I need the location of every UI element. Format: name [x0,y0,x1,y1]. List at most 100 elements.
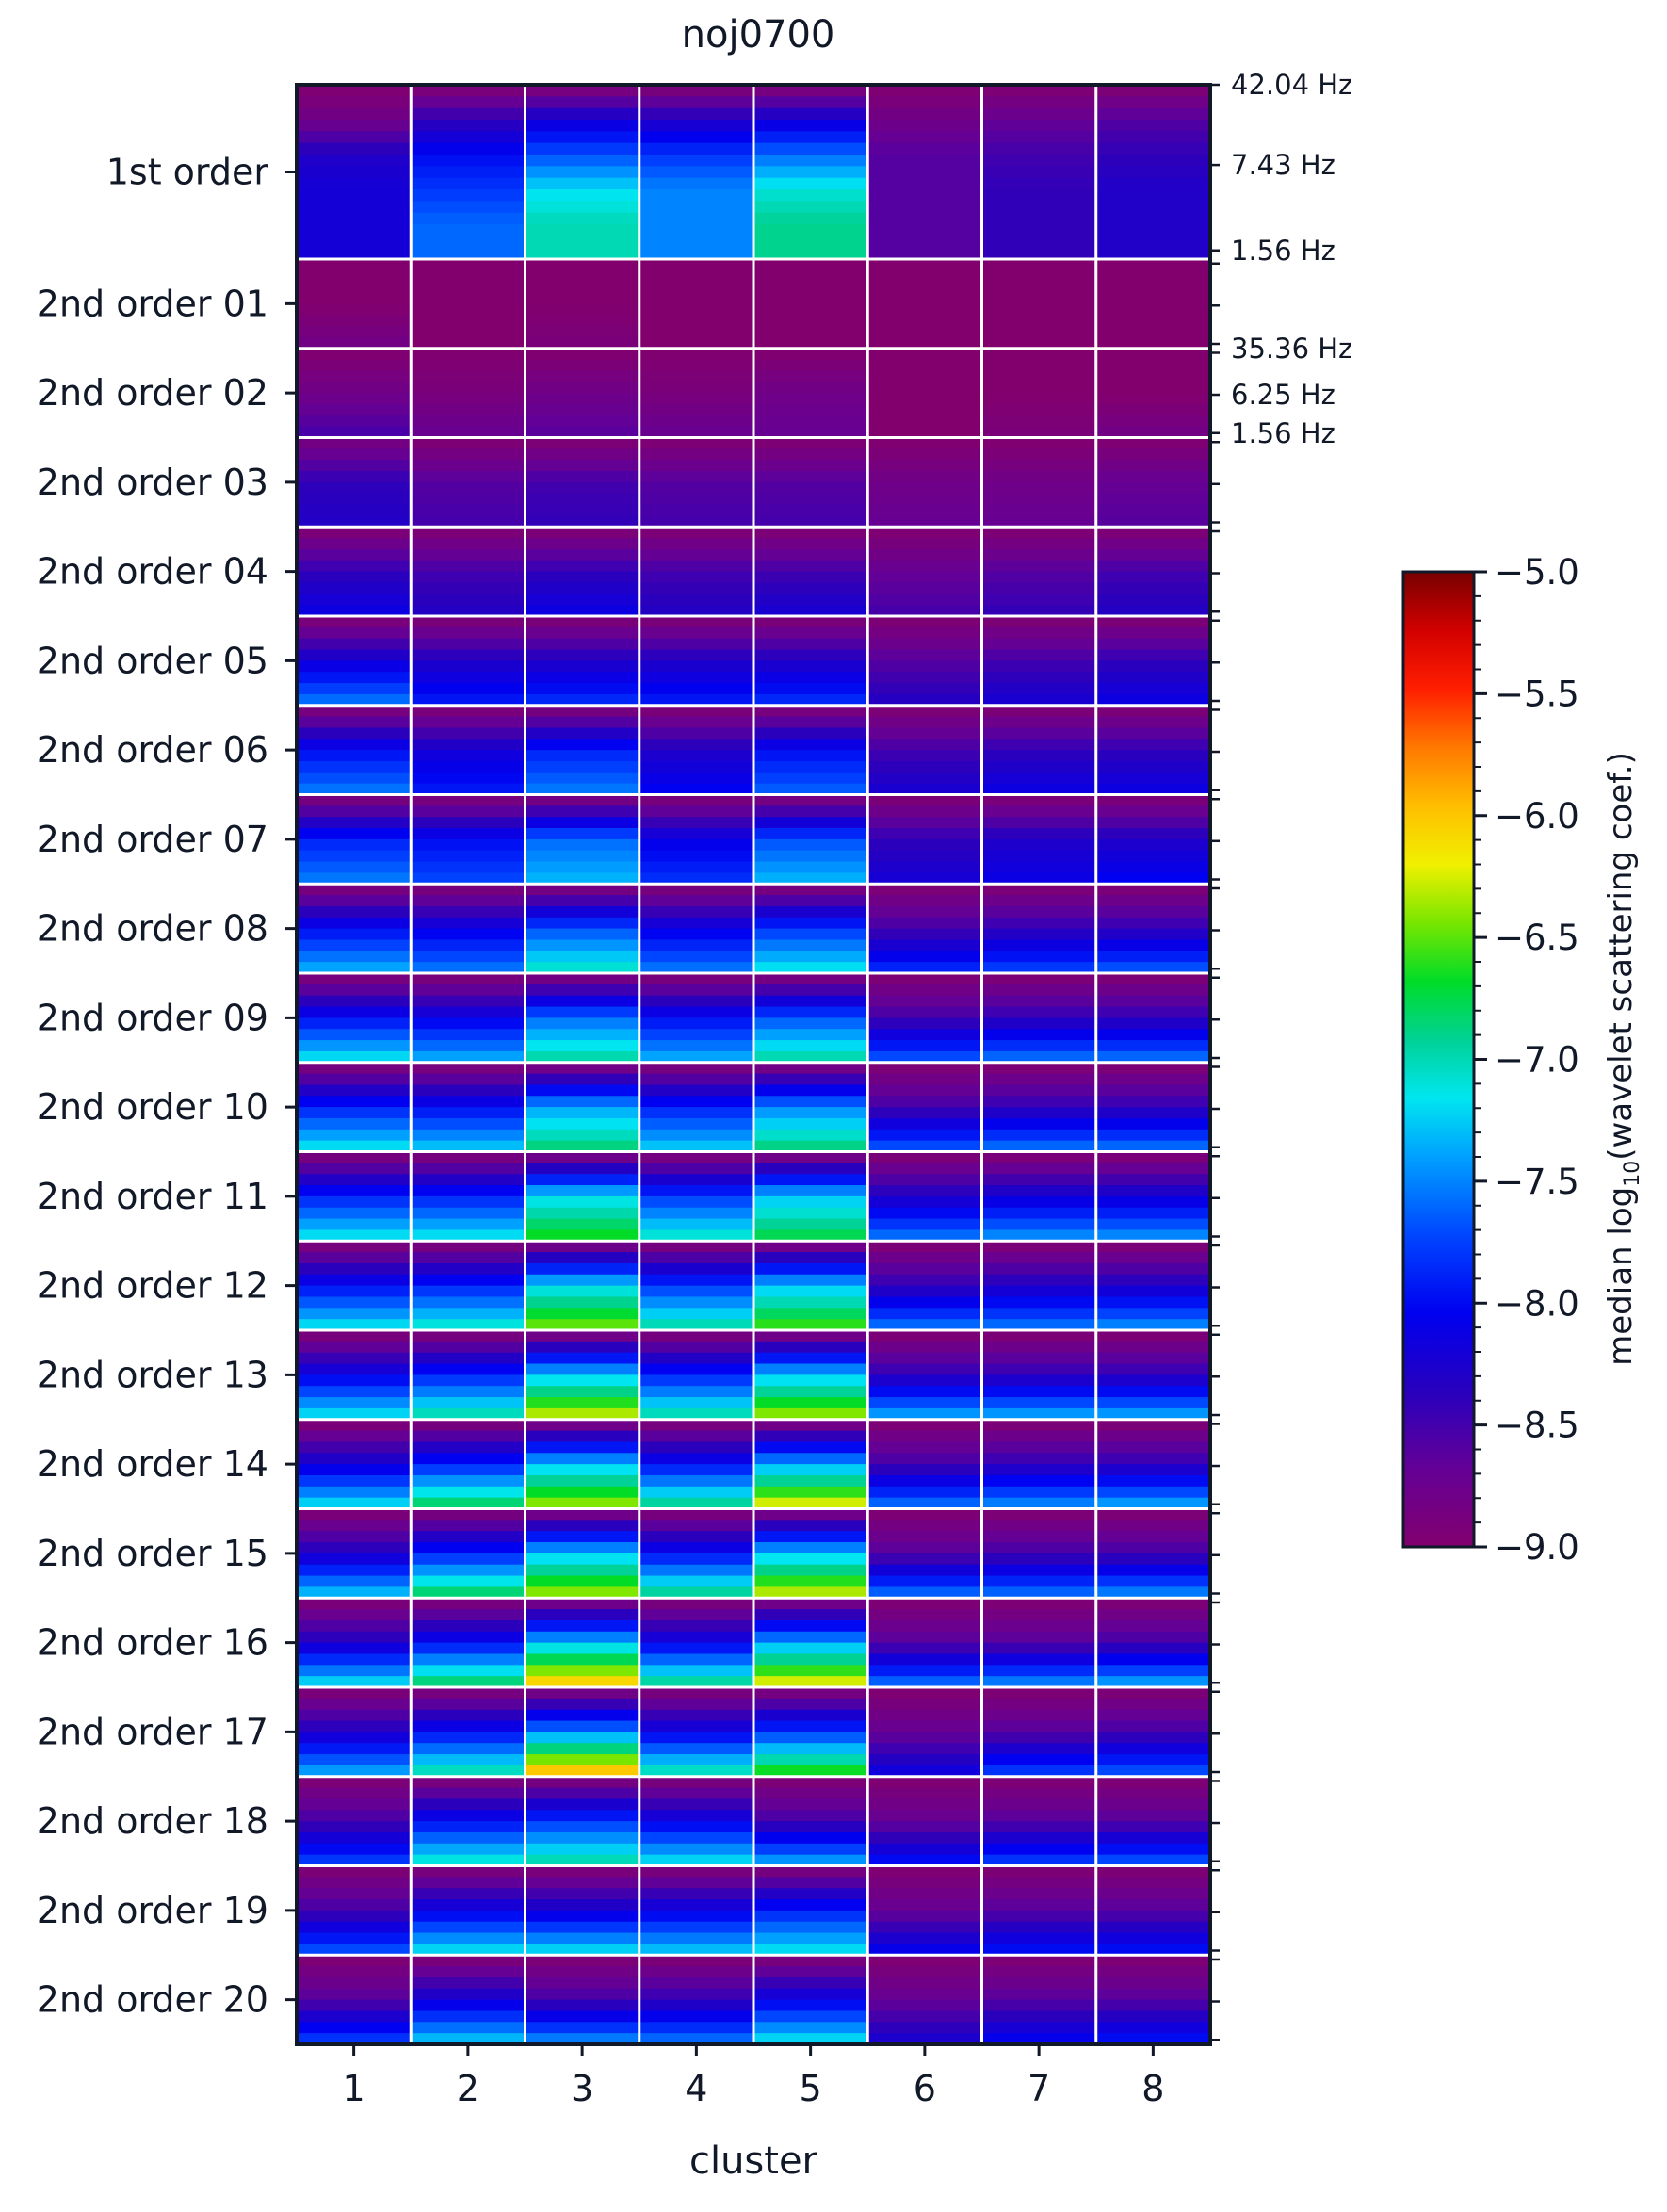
heatmap-stripe [639,1073,754,1085]
heatmap-stripe [639,1631,754,1644]
heatmap-stripe [867,326,982,338]
heatmap-stripe [297,1195,412,1209]
heatmap-stripe [639,1006,754,1018]
heatmap-cell [411,1865,526,1956]
heatmap-stripe [297,370,412,382]
heatmap-stripe [639,1241,754,1253]
heatmap-stripe [639,872,754,885]
heatmap-stripe [525,1140,640,1152]
heatmap-cell [753,616,868,707]
heatmap-stripe [1095,727,1211,740]
heatmap-stripe [411,895,526,907]
heatmap-stripe [753,1441,868,1454]
heatmap-cell [867,1419,982,1509]
heatmap-stripe [411,155,526,167]
heatmap-stripe [639,1195,754,1209]
heatmap-stripe [753,1564,868,1577]
heatmap-stripe [753,259,868,271]
heatmap-stripe [981,1676,1097,1688]
heatmap-stripe [753,336,868,350]
heatmap-stripe [753,1330,868,1342]
heatmap-stripe [297,1676,412,1688]
heatmap-stripe [411,861,526,873]
heatmap-stripe [411,638,526,651]
heatmap-stripe [639,928,754,940]
heatmap-stripe [867,359,982,371]
heatmap-stripe [297,1363,412,1375]
heatmap-stripe [411,1843,526,1856]
row-group-label: 2nd order 09 [37,997,268,1038]
heatmap-stripe [753,750,868,762]
heatmap-stripe [525,1765,640,1778]
heatmap-stripe [867,1743,982,1755]
heatmap-stripe [981,1709,1097,1722]
heatmap-stripe [867,1619,982,1633]
heatmap-stripe [411,1598,526,1610]
heatmap-stripe [525,1129,640,1142]
heatmap-stripe [1095,905,1211,919]
heatmap-stripe [297,872,412,885]
heatmap-stripe [981,177,1097,190]
heatmap-stripe [411,1988,526,2001]
heatmap-stripe [525,1029,640,1041]
heatmap-stripe [639,1341,754,1354]
heatmap-stripe [867,1575,982,1587]
heatmap-stripe [1095,224,1211,236]
heatmap-stripe [297,1430,412,1442]
heatmap-stripe [981,1453,1097,1465]
heatmap-stripe [753,1687,868,1700]
heatmap-stripe [525,538,640,550]
heatmap-stripe [525,794,640,806]
heatmap-stripe [525,1531,640,1543]
heatmap-stripe [525,1966,640,1978]
heatmap-stripe [867,177,982,190]
heatmap-stripe [1095,638,1211,651]
heatmap-stripe [867,426,982,438]
heatmap-stripe [981,224,1097,236]
heatmap-stripe [1095,1285,1211,1297]
heatmap-stripe [753,1899,868,1911]
heatmap-stripe [297,1642,412,1654]
heatmap-stripe [753,1955,868,1967]
heatmap-stripe [981,1029,1097,1041]
heatmap-stripe [297,155,412,167]
heatmap-stripe [867,995,982,1008]
heatmap-stripe [411,750,526,762]
heatmap-stripe [1095,303,1211,316]
heatmap-stripe [981,727,1097,740]
heatmap-stripe [297,783,412,795]
heatmap-stripe [639,995,754,1008]
heatmap-stripe [525,1508,640,1521]
heatmap-cell [525,259,640,350]
heatmap-stripe [753,131,868,144]
heatmap-stripe [639,962,754,974]
heatmap-stripe [411,705,526,718]
heatmap-stripe [411,315,526,327]
heatmap-stripe [411,1352,526,1365]
heatmap-stripe [297,605,412,617]
heatmap-stripe [867,1229,982,1242]
heatmap-stripe [981,1910,1097,1923]
heatmap-stripe [411,1274,526,1287]
colorbar-tick-label: −9.0 [1495,1527,1579,1568]
heatmap-stripe [411,1017,526,1030]
heatmap-stripe [753,1508,868,1521]
heatmap-stripe [525,155,640,167]
heatmap-cell [1095,259,1211,350]
heatmap-cell [1095,1241,1211,1331]
heatmap-stripe [525,861,640,873]
heatmap-stripe [867,1319,982,1331]
heatmap-stripe [753,85,868,97]
heatmap-stripe [1095,382,1211,394]
heatmap-stripe [411,1262,526,1276]
heatmap-stripe [411,1520,526,1532]
heatmap-stripe [297,1553,412,1566]
heatmap-cell [525,1687,640,1778]
heatmap-stripe [753,1229,868,1242]
heatmap-stripe [525,189,640,202]
heatmap-stripe [981,1553,1097,1566]
heatmap-stripe [981,1274,1097,1287]
heatmap-stripe [867,1464,982,1476]
heatmap-cell [753,527,868,617]
heatmap-stripe [525,1877,640,1889]
